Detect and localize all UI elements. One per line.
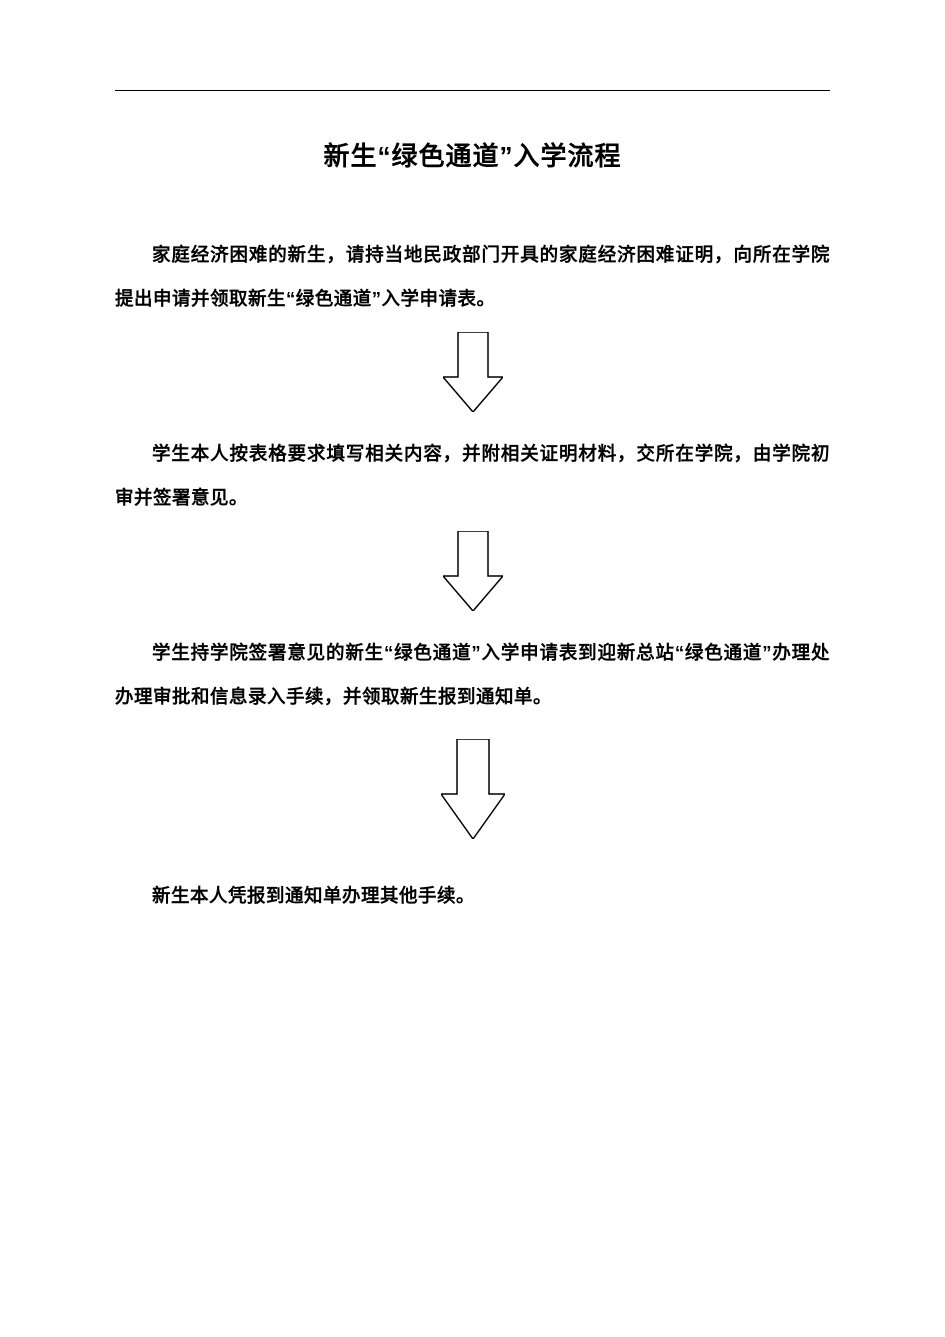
arrow-down-3 xyxy=(115,739,830,839)
down-arrow-icon xyxy=(443,531,503,611)
flowchart-step-3: 学生持学院签署意见的新生“绿色通道”入学申请表到迎新总站“绿色通道”办理处办理审… xyxy=(115,631,830,720)
arrow-down-2 xyxy=(115,531,830,611)
document-page: 新生“绿色通道”入学流程 家庭经济困难的新生，请持当地民政部门开具的家庭经济困难… xyxy=(0,0,945,919)
down-arrow-icon xyxy=(443,332,503,412)
flowchart-step-2: 学生本人按表格要求填写相关内容，并附相关证明材料，交所在学院，由学院初审并签署意… xyxy=(115,432,830,521)
down-arrow-icon xyxy=(441,739,505,839)
flowchart-step-4: 新生本人凭报到通知单办理其他手续。 xyxy=(115,874,830,918)
document-title: 新生“绿色通道”入学流程 xyxy=(115,136,830,173)
top-horizontal-rule xyxy=(115,90,830,91)
arrow-down-1 xyxy=(115,332,830,412)
flowchart-step-1: 家庭经济困难的新生，请持当地民政部门开具的家庭经济困难证明，向所在学院提出申请并… xyxy=(115,233,830,322)
